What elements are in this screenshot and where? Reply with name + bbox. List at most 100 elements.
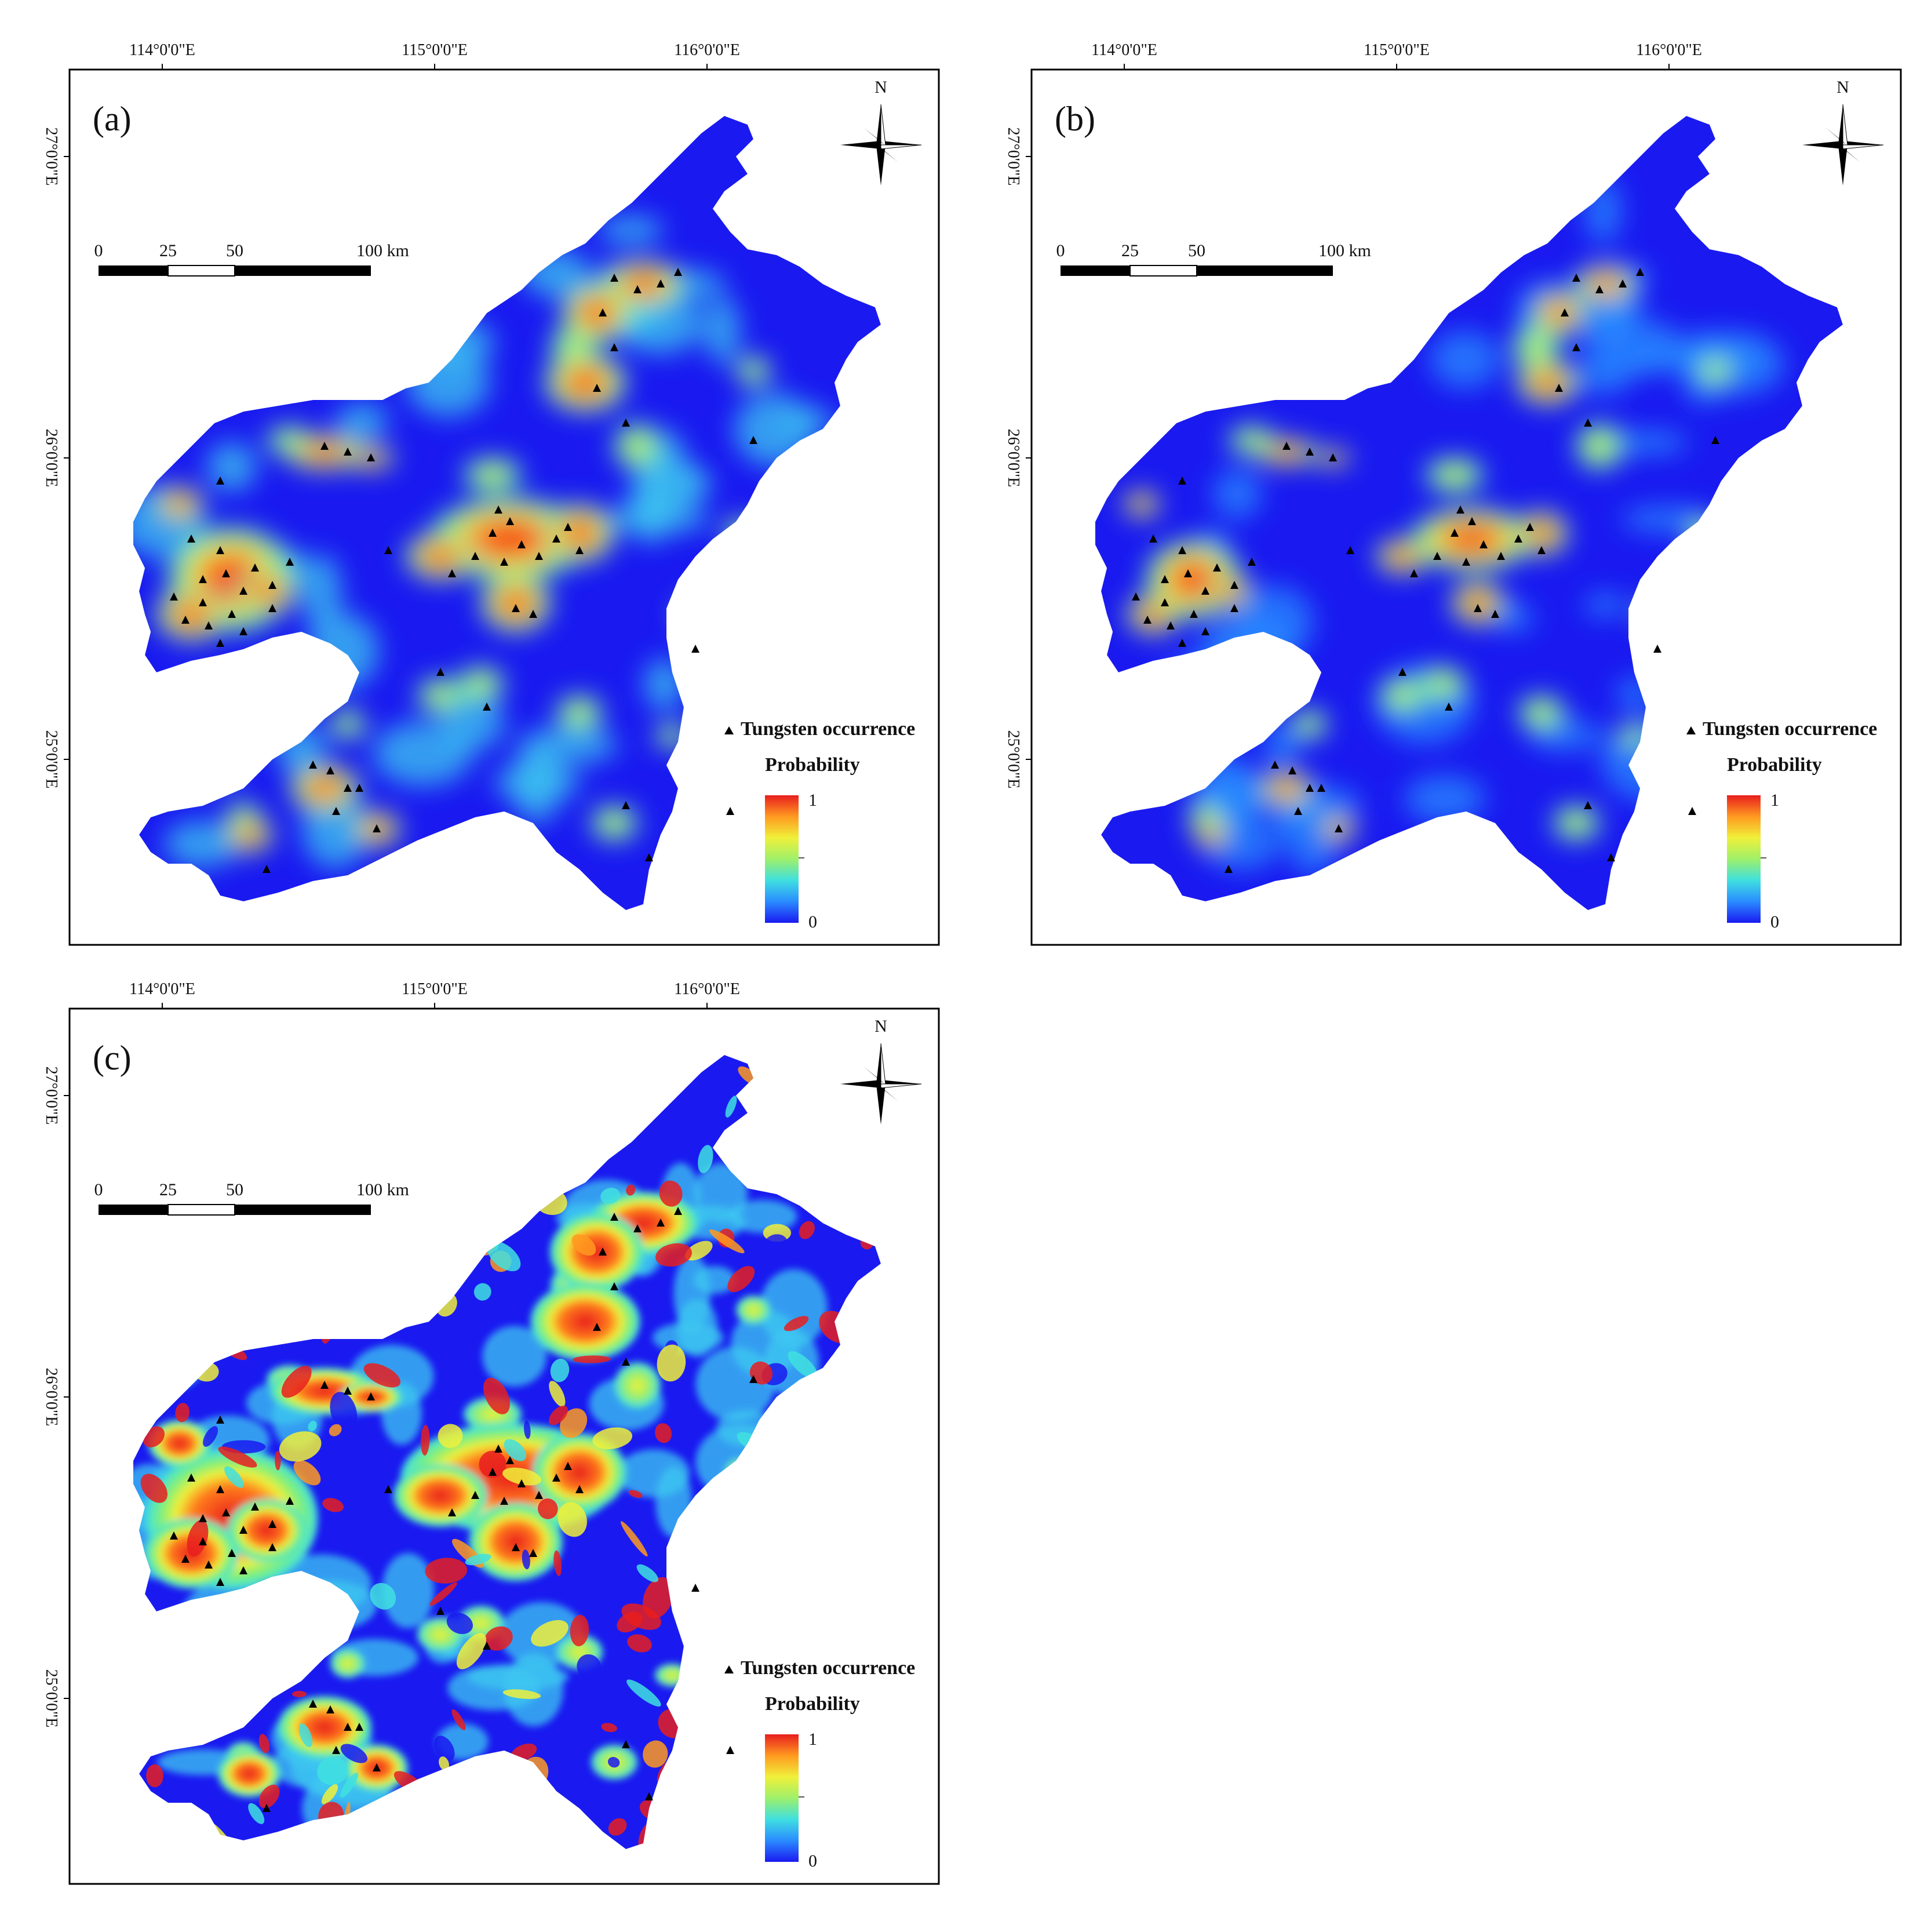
tungsten-occurrence-marker [749, 1375, 757, 1383]
tungsten-occurrence-marker [610, 274, 618, 282]
tungsten-occurrence-marker [494, 1445, 502, 1453]
tungsten-occurrence-marker [239, 627, 247, 635]
north-arrow-icon [840, 1043, 922, 1125]
tungsten-occurrence-marker [1462, 558, 1470, 566]
tungsten-occurrence-marker [355, 1723, 363, 1731]
legend-probability-title: Probability [765, 1693, 860, 1715]
tungsten-occurrence-marker [529, 1549, 537, 1557]
tungsten-occurrence-marker [1317, 784, 1325, 792]
tungsten-occurrence-marker [170, 592, 178, 601]
tungsten-occurrence-marker [268, 581, 276, 589]
tungsten-occurrence-marker [1248, 558, 1256, 566]
tungsten-occurrence-marker [645, 853, 653, 861]
legend-max-label: 1 [808, 791, 817, 810]
tungsten-occurrence-marker [251, 563, 259, 572]
tungsten-occurrence-marker [181, 616, 190, 624]
tungsten-occurrence-marker [1143, 616, 1152, 624]
tungsten-occurrence-marker [489, 1468, 497, 1476]
tungsten-occurrence-marker [726, 807, 734, 815]
tungsten-occurrence-marker [448, 569, 456, 577]
tungsten-occurrence-marker [216, 639, 224, 647]
tungsten-occurrence-marker [1653, 645, 1661, 653]
map-svg-b: 114°0'0"E 115°0'0"E 116°0'0"E 27°0'0"E 26°0'… [1004, 41, 1902, 946]
tungsten-occurrence-marker [1306, 784, 1314, 792]
tungsten-occurrence-marker [344, 1723, 352, 1731]
tungsten-occurrence-marker [674, 1207, 682, 1215]
tungsten-occurrence-marker [1456, 505, 1464, 514]
probability-surface [1095, 116, 1843, 910]
legend-colorbar [765, 1734, 799, 1862]
legend-probability-title: Probability [765, 754, 860, 776]
tungsten-occurrence-marker [471, 552, 479, 560]
tungsten-occurrence-marker [506, 1456, 514, 1464]
longitude-label: 114°0'0"E [129, 980, 195, 998]
tungsten-occurrence-marker [181, 1555, 190, 1563]
tungsten-occurrence-marker [1294, 807, 1302, 815]
tungsten-occurrence-marker [1346, 546, 1354, 554]
tungsten-occurrence-marker [263, 865, 271, 873]
tungsten-occurrence-marker [187, 1473, 195, 1482]
legend-occurrence-label: Tungsten occurrence [741, 1657, 915, 1679]
scale-bar-label: 25 [159, 241, 177, 260]
tungsten-occurrence-marker [286, 1497, 294, 1505]
tungsten-occurrence-marker [1451, 529, 1459, 537]
tungsten-occurrence-marker [657, 279, 665, 288]
tungsten-occurrence-marker [1468, 517, 1476, 525]
tungsten-occurrence-marker [1335, 824, 1343, 832]
tungsten-occurrence-marker [575, 546, 584, 554]
north-label: N [874, 1017, 887, 1036]
north-arrow-icon [840, 104, 922, 185]
tungsten-occurrence-marker [593, 1323, 601, 1331]
tungsten-occurrence-marker [216, 1578, 224, 1586]
longitude-label: 115°0'0"E [402, 980, 468, 998]
tungsten-occurrence-marker [622, 1358, 630, 1366]
tungsten-occurrence-marker [1711, 436, 1719, 444]
longitude-label: 114°0'0"E [1091, 41, 1157, 59]
tungsten-occurrence-marker [1572, 343, 1580, 351]
scale-bar-label: 0 [1056, 241, 1065, 260]
tungsten-occurrence-marker [610, 343, 618, 351]
tungsten-occurrence-marker [1329, 453, 1337, 461]
legend: Tungsten occurrence Probability 1 0 [724, 1657, 915, 1871]
tungsten-occurrence-marker [633, 1224, 642, 1232]
tungsten-occurrence-marker [448, 1508, 456, 1516]
legend: Tungsten occurrence Probability 1 0 [724, 718, 915, 932]
tungsten-occurrence-marker [1433, 552, 1441, 560]
latitude-label: 27°0'0"E [42, 1067, 60, 1125]
tungsten-occurrence-marker [332, 1746, 340, 1754]
tungsten-occurrence-marker [205, 1560, 213, 1569]
scale-bar-label: 0 [94, 1180, 103, 1199]
longitude-label: 116°0'0"E [674, 41, 740, 59]
north-label: N [874, 78, 887, 97]
panel-label: (c) [93, 1039, 132, 1077]
tungsten-occurrence-marker [268, 1520, 276, 1528]
tungsten-occurrence-marker [1584, 419, 1592, 427]
tungsten-occurrence-marker [610, 1213, 618, 1221]
map-svg-c: 114°0'0"E 115°0'0"E 116°0'0"E 27°0'0"E 26°0'… [42, 980, 940, 1885]
tungsten-occurrence-marker [518, 1479, 526, 1487]
latitude-label: 27°0'0"E [1004, 128, 1022, 186]
tungsten-occurrence-marker [367, 1392, 375, 1400]
tungsten-occurrence-marker [1474, 604, 1482, 612]
tungsten-occurrence-marker [564, 523, 572, 531]
tungsten-occurrence-marker [228, 1549, 236, 1557]
tungsten-occurrence-marker [645, 1792, 653, 1800]
tungsten-occurrence-marker [1161, 575, 1169, 583]
scale-bar-label: 0 [94, 241, 103, 260]
tungsten-occurrence-marker [599, 308, 607, 316]
legend-occurrence-label: Tungsten occurrence [1703, 718, 1877, 740]
tungsten-occurrence-marker [1398, 668, 1406, 676]
longitude-label: 115°0'0"E [1364, 41, 1430, 59]
tungsten-occurrence-marker [726, 1746, 734, 1754]
tungsten-occurrence-marker [1213, 563, 1221, 572]
legend-min-label: 0 [1770, 912, 1779, 932]
latitude-label: 25°0'0"E [42, 1669, 60, 1728]
longitude-label: 116°0'0"E [674, 980, 740, 998]
tungsten-occurrence-marker [251, 1502, 259, 1511]
tungsten-occurrence-marker [1480, 540, 1488, 548]
tungsten-occurrence-marker [286, 558, 294, 566]
tungsten-occurrence-marker [326, 1705, 334, 1713]
map-panel-b: 114°0'0"E 115°0'0"E 116°0'0"E 27°0'0"E 26°0'… [962, 0, 1912, 951]
tungsten-occurrence-marker [228, 610, 236, 618]
tungsten-occurrence-marker [1167, 621, 1175, 630]
